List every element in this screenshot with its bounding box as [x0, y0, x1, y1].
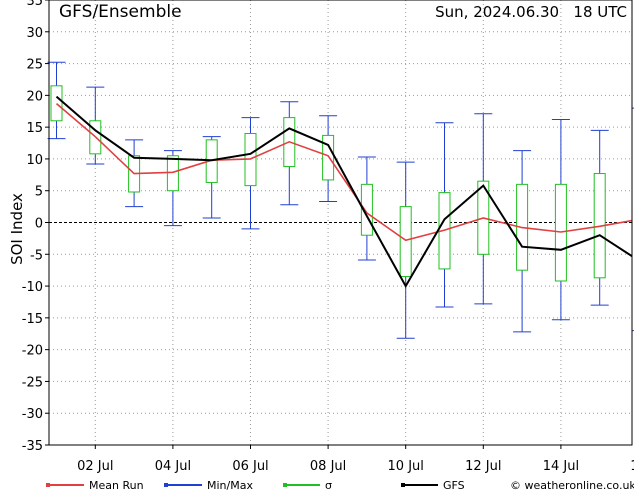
- y-tick-label: 0: [35, 217, 43, 232]
- x-tick-label: 14 Jul: [543, 459, 579, 474]
- y-tick-label: 10: [26, 153, 43, 168]
- y-axis-label: SOI Index: [8, 193, 26, 265]
- x-tick-label: 10 Jul: [388, 459, 424, 474]
- chart-datetime: Sun, 2024.06.30 18 UTC: [435, 3, 627, 21]
- y-tick-label: -20: [22, 344, 43, 359]
- y-tick-label: -35: [22, 439, 43, 454]
- legend-mean-label: Mean Run: [89, 479, 144, 490]
- legend-gfs-label: GFS: [443, 479, 465, 490]
- y-tick-label: 15: [26, 121, 43, 136]
- y-tick-label: 25: [26, 58, 43, 73]
- legend-sigma-dot: [283, 483, 287, 487]
- chart-title: GFS/Ensemble: [59, 2, 182, 22]
- y-tick-label: -5: [30, 248, 43, 263]
- legend-mean-dot: [46, 483, 50, 487]
- legend-minmax-label: Min/Max: [207, 479, 253, 490]
- x-tick-label: 08 Jul: [310, 459, 346, 474]
- y-tick-label: -15: [22, 312, 43, 327]
- sigma-box: [400, 207, 411, 277]
- sigma-box: [51, 86, 62, 121]
- x-tick-label: 06 Jul: [232, 459, 268, 474]
- y-tick-label: -10: [22, 280, 43, 295]
- sigma-box: [167, 156, 178, 191]
- credit-text: © weatheronline.co.uk: [510, 479, 634, 490]
- legend-sigma-label: σ: [325, 479, 332, 490]
- y-tick-label: 20: [26, 89, 43, 104]
- x-tick-label: 12 Jul: [465, 459, 501, 474]
- x-tick-label: 02 Jul: [77, 459, 113, 474]
- y-tick-label: -25: [22, 375, 43, 390]
- y-tick-label: 35: [26, 0, 43, 9]
- x-tick-label: 04 Jul: [155, 459, 191, 474]
- x-tick-label: 16: [630, 459, 634, 474]
- y-tick-label: -30: [22, 407, 43, 422]
- legend-gfs-dot: [401, 483, 405, 487]
- legend-minmax-dot: [164, 483, 168, 487]
- y-tick-label: 5: [35, 185, 43, 200]
- sigma-box: [323, 135, 334, 180]
- y-tick-label: 30: [26, 26, 43, 41]
